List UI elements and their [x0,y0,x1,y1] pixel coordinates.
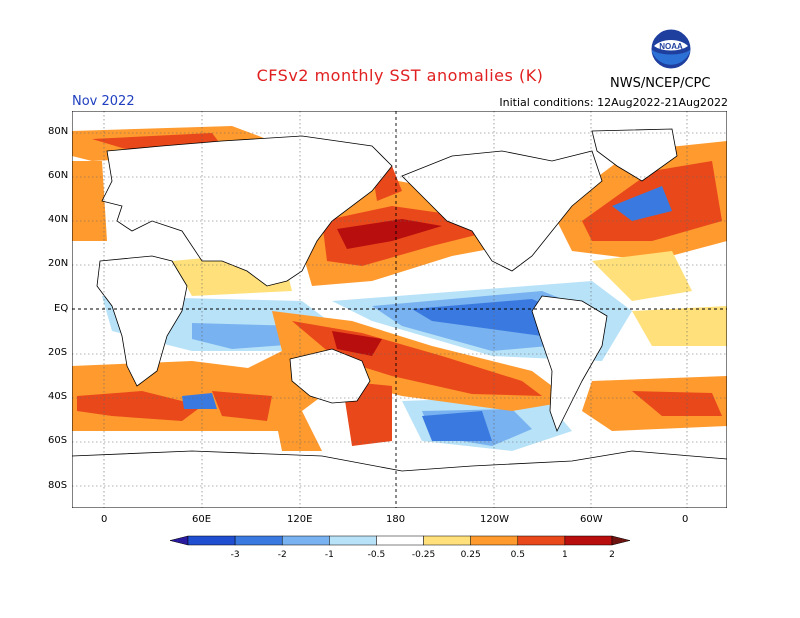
lon-label: 60E [192,514,212,525]
colorbar-arrow-right [611,535,630,546]
sst-anomaly-map [72,111,727,508]
lat-label: 60S [48,435,68,446]
lat-label: 20N [48,258,69,269]
lon-label: 0 [101,514,108,525]
agency-label: NWS/NCEP/CPC [610,76,711,91]
colorbar-swatch [376,535,424,546]
reference-lines [72,111,727,508]
colorbar-swatch [423,535,471,546]
colorbar-label: -2 [278,550,287,560]
lat-label: 60N [48,170,69,181]
colorbar-swatch [187,535,236,546]
lon-label: 180 [386,514,406,525]
graticule [72,111,727,508]
continents [72,128,727,508]
forecast-month: Nov 2022 [72,94,135,109]
colorbar-swatch [329,535,377,546]
lat-label: EQ [54,303,69,314]
lat-label: 20S [48,347,68,358]
colorbar-label: -1 [325,550,334,560]
lon-label: 0 [682,514,689,525]
colorbar-label: 0.25 [461,550,481,560]
colorbar-swatch [281,535,330,546]
colorbar: -3-2-1-0.5-0.250.250.5123 [170,535,630,560]
svg-text:NOAA: NOAA [659,42,683,51]
initial-conditions: Initial conditions: 12Aug2022-21Aug2022 [499,96,728,109]
colorbar-label: -0.5 [368,550,386,560]
noaa-logo: NOAA [650,28,692,70]
colorbar-label: 0.5 [511,550,525,560]
lon-label: 120W [480,514,509,525]
colorbar-label: -0.25 [412,550,435,560]
colorbar-label: -3 [231,550,240,560]
lat-label: 40S [48,391,68,402]
lat-label: 80S [48,480,68,491]
colorbar-swatches: -3-2-1-0.5-0.250.250.5123 [170,535,630,560]
colorbar-label: 1 [562,550,568,560]
map-title: CFSv2 monthly SST anomalies (K) [256,66,544,85]
colorbar-swatch [470,535,519,546]
colorbar-arrow-left [170,535,189,546]
lon-label: 120E [287,514,313,525]
colorbar-label: 2 [609,550,615,560]
colorbar-swatch [564,535,613,546]
colorbar-swatch [517,535,566,546]
lat-label: 80N [48,126,69,137]
lon-label: 60W [580,514,603,525]
colorbar-swatch [234,535,283,546]
lat-label: 40N [48,214,69,225]
